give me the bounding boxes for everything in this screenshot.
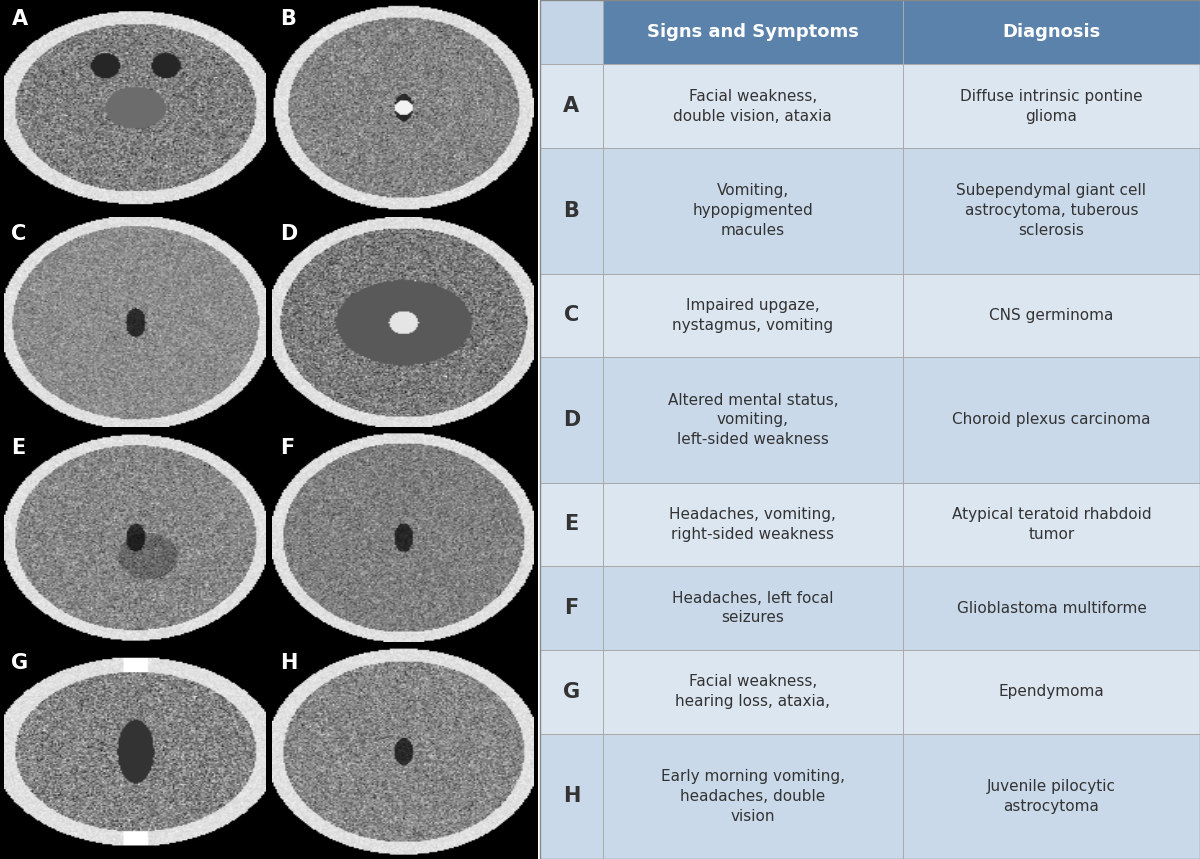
Text: Diagnosis: Diagnosis — [1002, 23, 1100, 41]
Bar — [602, 357, 904, 483]
Text: C: C — [12, 223, 26, 244]
Bar — [904, 734, 1200, 859]
Bar — [602, 483, 904, 566]
Text: Juvenile pilocytic
astrocytoma: Juvenile pilocytic astrocytoma — [986, 779, 1116, 813]
Text: Diffuse intrinsic pontine
glioma: Diffuse intrinsic pontine glioma — [960, 88, 1142, 124]
Text: E: E — [12, 438, 25, 459]
Bar — [904, 148, 1200, 273]
Bar — [904, 483, 1200, 566]
Text: Headaches, left focal
seizures: Headaches, left focal seizures — [672, 591, 834, 625]
Text: Vomiting,
hypopigmented
macules: Vomiting, hypopigmented macules — [692, 184, 814, 238]
Text: D: D — [563, 410, 580, 430]
Bar — [540, 64, 602, 148]
Text: Atypical teratoid rhabdoid
tumor: Atypical teratoid rhabdoid tumor — [952, 507, 1151, 542]
Bar — [540, 734, 602, 859]
Bar — [904, 650, 1200, 734]
Bar — [602, 64, 904, 148]
Text: CNS germinoma: CNS germinoma — [989, 308, 1114, 323]
Bar — [540, 0, 602, 64]
Text: Subependymal giant cell
astrocytoma, tuberous
sclerosis: Subependymal giant cell astrocytoma, tub… — [956, 184, 1146, 238]
Text: A: A — [563, 96, 580, 116]
Text: H: H — [563, 786, 580, 807]
Bar — [602, 650, 904, 734]
Text: Early morning vomiting,
headaches, double
vision: Early morning vomiting, headaches, doubl… — [661, 769, 845, 824]
Text: B: B — [564, 201, 580, 221]
Bar — [602, 566, 904, 650]
Text: Altered mental status,
vomiting,
left-sided weakness: Altered mental status, vomiting, left-si… — [667, 393, 838, 448]
Bar — [540, 357, 602, 483]
Text: Choroid plexus carcinoma: Choroid plexus carcinoma — [953, 412, 1151, 428]
Text: F: F — [281, 438, 294, 459]
Text: Impaired upgaze,
nystagmus, vomiting: Impaired upgaze, nystagmus, vomiting — [672, 298, 834, 332]
Text: D: D — [281, 223, 298, 244]
Text: Facial weakness,
hearing loss, ataxia,: Facial weakness, hearing loss, ataxia, — [676, 674, 830, 710]
Bar — [540, 273, 602, 357]
Bar — [602, 734, 904, 859]
Bar — [904, 566, 1200, 650]
Bar — [904, 0, 1200, 64]
Text: Headaches, vomiting,
right-sided weakness: Headaches, vomiting, right-sided weaknes… — [670, 507, 836, 542]
Text: Signs and Symptoms: Signs and Symptoms — [647, 23, 859, 41]
Text: G: G — [12, 653, 29, 673]
Bar — [540, 148, 602, 273]
Bar — [602, 273, 904, 357]
Text: A: A — [12, 9, 28, 29]
Text: F: F — [564, 598, 578, 618]
Bar — [540, 483, 602, 566]
Text: G: G — [563, 682, 580, 702]
Text: B: B — [281, 9, 296, 29]
Bar — [602, 0, 904, 64]
Bar — [904, 273, 1200, 357]
Bar — [540, 650, 602, 734]
Bar — [602, 148, 904, 273]
Text: E: E — [564, 515, 578, 534]
Bar — [904, 357, 1200, 483]
Bar — [904, 64, 1200, 148]
Text: C: C — [564, 305, 578, 326]
Bar — [540, 566, 602, 650]
Text: Facial weakness,
double vision, ataxia: Facial weakness, double vision, ataxia — [673, 88, 833, 124]
Text: H: H — [281, 653, 298, 673]
Text: Ependymoma: Ependymoma — [998, 685, 1104, 699]
Text: Glioblastoma multiforme: Glioblastoma multiforme — [956, 600, 1146, 616]
